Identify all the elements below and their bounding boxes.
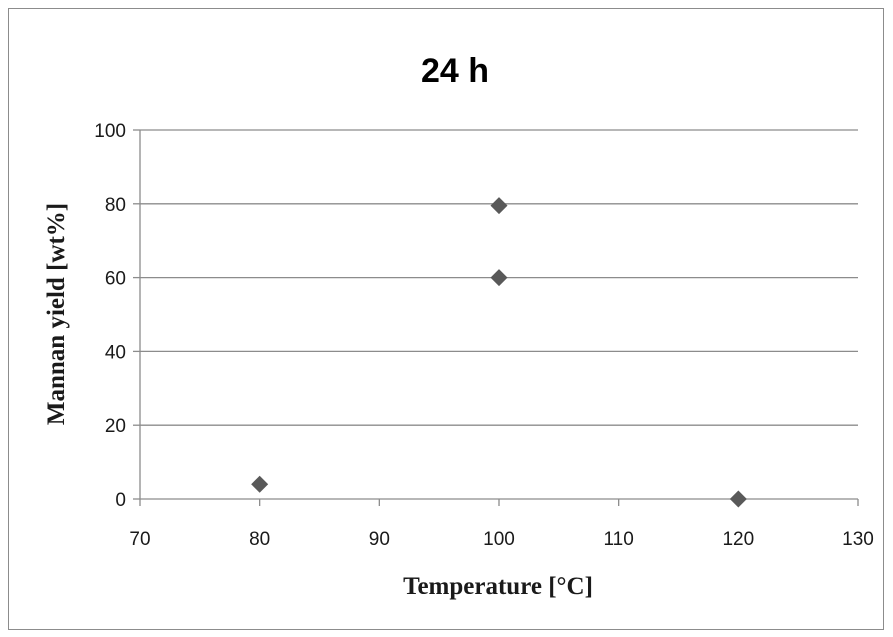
y-tick-label-80: 80: [105, 195, 126, 216]
data-point-0-0: [251, 475, 269, 493]
y-tick-label-100: 100: [94, 121, 126, 142]
x-tick-label-120: 120: [722, 529, 754, 550]
y-tick-label-60: 60: [105, 269, 126, 290]
data-point-0-1: [490, 269, 508, 287]
chart-title: 24 h: [421, 52, 489, 90]
y-tick-labels: 0 20 40 60 80 100: [94, 121, 126, 511]
x-tick-labels: 70 80 90 100 110 120 130: [129, 529, 873, 550]
data-point-0-2: [490, 197, 508, 215]
x-axis-title: Temperature [°C]: [403, 573, 593, 600]
grid-lines: [140, 129, 858, 426]
data-point-0-3: [729, 490, 747, 508]
y-axis-title: Mannan yield [wt%]: [43, 203, 70, 425]
x-tick-label-90: 90: [369, 529, 390, 550]
chart-frame: [8, 8, 884, 630]
y-tick-label-20: 20: [105, 416, 126, 437]
y-tick-label-0: 0: [115, 490, 126, 511]
x-tick-label-130: 130: [842, 529, 874, 550]
x-tick-label-100: 100: [483, 529, 515, 550]
x-tick-label-70: 70: [129, 529, 150, 550]
x-tick-label-110: 110: [604, 529, 634, 550]
data-points: [251, 197, 747, 508]
axes: [133, 129, 859, 506]
x-tick-label-80: 80: [249, 529, 270, 550]
y-tick-label-40: 40: [105, 342, 126, 363]
